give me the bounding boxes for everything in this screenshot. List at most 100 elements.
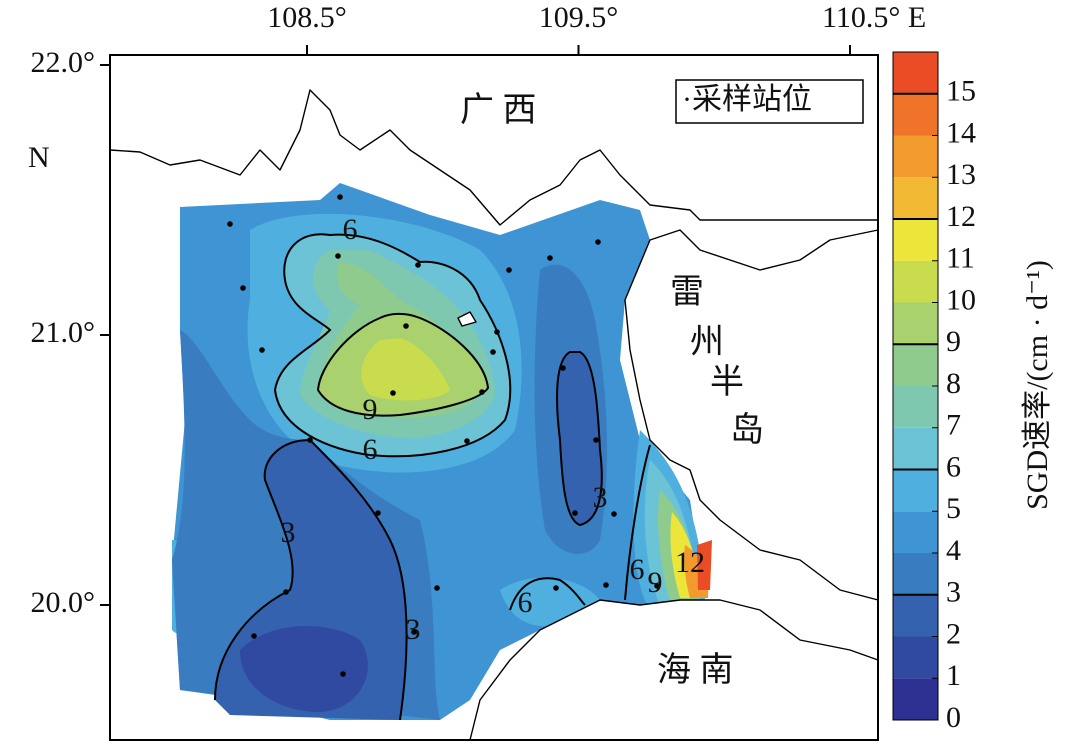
place-label: 海 南 [657, 651, 734, 689]
contour-label: 3 [593, 481, 608, 514]
legend-label: ·采样站位 [682, 83, 812, 116]
map-frame [109, 54, 879, 741]
colorbar-bin [893, 219, 938, 261]
contour-label: 6 [343, 213, 358, 246]
station [434, 585, 440, 591]
colorbar-bin [893, 678, 938, 720]
y-tick-label: 21.0° [31, 316, 96, 349]
place-label: 雷 [670, 274, 704, 311]
island [457, 311, 477, 327]
station [464, 438, 470, 444]
station [547, 255, 553, 261]
colorbar-bin [893, 427, 938, 470]
level-region [240, 626, 368, 712]
colorbar-tick-label: 8 [946, 367, 961, 400]
contour-label: 9 [363, 393, 378, 426]
colorbar-bin [893, 511, 938, 553]
level-region [557, 352, 602, 525]
contour-3-west [214, 438, 408, 721]
station [240, 285, 246, 291]
colorbar-tick-label: 2 [946, 617, 961, 650]
station [411, 629, 417, 635]
colorbar-tick-label: 1 [946, 659, 961, 692]
y-tick-label: 22.0° [31, 46, 96, 79]
place-label: 广 西 [460, 91, 537, 129]
place-label: 岛 [730, 411, 764, 449]
colorbar-tick-label: 4 [946, 534, 961, 567]
colorbar-tick-label: 0 [946, 701, 961, 734]
station [560, 365, 566, 371]
contour-6-north [273, 233, 512, 458]
colorbar-bin [893, 553, 938, 595]
station [572, 510, 578, 516]
station [283, 589, 289, 595]
colorbar-tick-label: 13 [946, 158, 976, 191]
contour-3-east [556, 351, 603, 527]
colorbar-tick-label: 9 [946, 325, 961, 358]
leizhou-peninsula [624, 229, 879, 601]
colorbar-bin [893, 344, 938, 386]
level-region [361, 338, 450, 401]
lat-unit: N [28, 141, 50, 174]
station [490, 349, 496, 355]
station [593, 437, 599, 443]
colorbar-bin [893, 93, 938, 136]
station [375, 510, 381, 516]
station [506, 267, 512, 273]
colorbar-frame [892, 51, 939, 721]
colorbar-bin [893, 386, 938, 428]
station [611, 511, 617, 517]
colorbar-bin [893, 135, 938, 178]
station [390, 390, 396, 396]
station [335, 253, 341, 259]
place-label: 半 [710, 363, 744, 401]
x-tick-label: 110.5° E [822, 1, 926, 34]
station [403, 323, 409, 329]
station [340, 671, 346, 677]
colorbar-tick-label: 15 [946, 75, 976, 108]
colorbar-tick-label: 14 [946, 116, 976, 149]
station [494, 329, 500, 335]
sgd-field [172, 183, 712, 720]
station [553, 585, 559, 591]
colorbar-bin [893, 302, 938, 345]
contour-label: 6 [363, 433, 378, 466]
stations [227, 194, 660, 677]
colorbar-tick-label: 10 [946, 283, 976, 316]
x-tick-label: 109.5° [539, 1, 619, 34]
colorbar-bin [893, 260, 938, 303]
colorbar-bin [893, 177, 938, 219]
contour-label: 12 [675, 546, 705, 579]
contours [214, 233, 651, 721]
level-region [697, 540, 712, 590]
station [603, 582, 609, 588]
station [307, 437, 313, 443]
station [259, 347, 265, 353]
station [479, 389, 485, 395]
station [251, 633, 257, 639]
contour-label: 3 [281, 516, 296, 549]
station [227, 221, 233, 227]
colorbar-label: SGD速率/(cm · d⁻¹) [1021, 260, 1054, 510]
contour-label: 9 [648, 566, 663, 599]
station [337, 194, 343, 200]
contour-6-south [509, 577, 586, 611]
y-tick-label: 20.0° [31, 586, 96, 619]
colorbar-bin [893, 469, 938, 512]
legend-box [675, 79, 864, 124]
contour-label: 6 [630, 553, 645, 586]
station [595, 239, 601, 245]
station [415, 262, 421, 268]
colorbar-tick-label: 6 [946, 450, 961, 483]
axes: 108.5° 109.5° 110.5° E 22.0° 21.0° 20.0° [31, 1, 927, 619]
colorbar-tick-label: 11 [946, 242, 975, 275]
colorbar-tick-label: 7 [946, 409, 961, 442]
colorbar-bin [893, 594, 938, 637]
x-tick-label: 108.5° [267, 1, 347, 34]
colorbar-tick-label: 12 [946, 200, 976, 233]
place-label: 州 [690, 324, 724, 361]
colorbar-bin [893, 636, 938, 679]
contour-label: 6 [518, 586, 533, 619]
